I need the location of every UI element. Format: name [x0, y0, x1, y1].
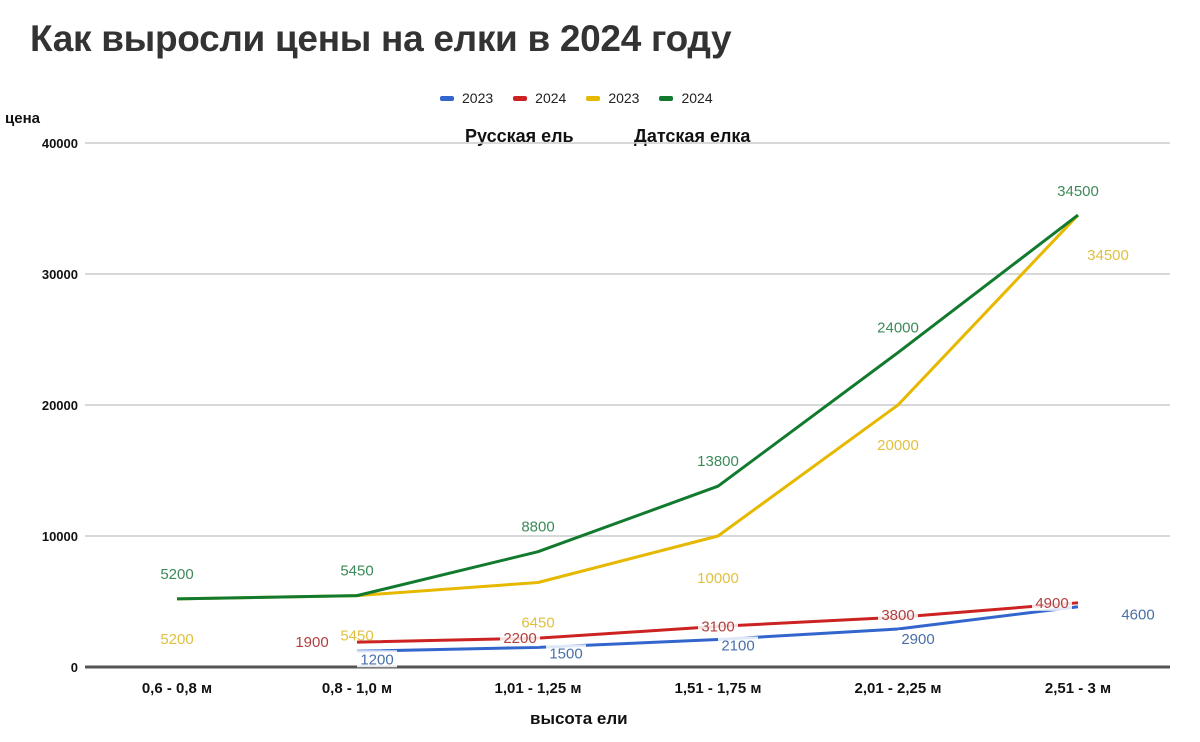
- legend: 2023 2024 2023 2024: [440, 90, 713, 106]
- data-label: 34500: [1087, 247, 1129, 264]
- data-label: 2200: [503, 630, 536, 647]
- subtitle-danish-fir: Датская елка: [634, 126, 751, 146]
- series-line[interactable]: [176, 213, 1079, 601]
- y-tick-label: 20000: [42, 398, 78, 413]
- data-label: 20000: [877, 437, 919, 454]
- data-label: 5200: [160, 566, 193, 583]
- data-label: 1500: [549, 645, 582, 662]
- y-tick-label: 0: [71, 660, 78, 675]
- x-tick-label: 1,51 - 1,75 м: [675, 680, 762, 697]
- legend-swatch-red: [513, 95, 528, 101]
- legend-label: 2024: [681, 90, 713, 106]
- series-line[interactable]: [176, 214, 1080, 601]
- y-axis-label: цена: [5, 110, 40, 127]
- legend-swatch-yellow: [586, 95, 601, 101]
- data-label: 4900: [1035, 595, 1068, 612]
- x-tick-label: 0,6 - 0,8 м: [142, 680, 212, 697]
- data-label: 2100: [721, 637, 754, 654]
- data-label: 5450: [340, 628, 373, 645]
- data-label: 10000: [697, 570, 739, 587]
- legend-item-russian-2023[interactable]: 2023: [440, 90, 493, 106]
- y-tick-label: 30000: [42, 267, 78, 282]
- x-tick-label: 2,01 - 2,25 м: [855, 680, 942, 697]
- data-label: 6450: [521, 615, 554, 632]
- data-label: 13800: [697, 453, 739, 470]
- chart-title: Как выросли цены на елки в 2024 году: [30, 18, 732, 59]
- data-label: 34500: [1057, 183, 1099, 200]
- legend-item-danish-2024[interactable]: 2024: [659, 90, 713, 106]
- legend-label: 2024: [535, 90, 567, 106]
- x-tick-label: 0,8 - 1,0 м: [322, 680, 392, 697]
- legend-label: 2023: [608, 90, 640, 106]
- x-tick-label: 1,01 - 1,25 м: [495, 680, 582, 697]
- data-label: 4600: [1121, 607, 1154, 624]
- data-label: 3100: [701, 618, 734, 635]
- data-label: 24000: [877, 320, 919, 337]
- data-label: 2900: [901, 631, 934, 648]
- legend-swatch-blue: [440, 95, 454, 101]
- data-label: 1200: [360, 651, 393, 668]
- subtitle-russian-spruce: Русская ель: [465, 126, 574, 146]
- legend-label: 2023: [462, 90, 494, 106]
- data-label: 5200: [160, 631, 193, 648]
- data-label: 5450: [340, 563, 373, 580]
- legend-item-danish-2023[interactable]: 2023: [586, 90, 639, 106]
- y-tick-label: 10000: [42, 529, 78, 544]
- data-label: 3800: [881, 607, 914, 624]
- data-label: 1900: [295, 634, 328, 651]
- legend-item-russian-2024[interactable]: 2024: [513, 90, 566, 106]
- x-axis-label: высота ели: [530, 709, 628, 728]
- legend-swatch-green: [659, 95, 674, 101]
- y-tick-label: 40000: [42, 136, 78, 151]
- x-tick-label: 2,51 - 3 м: [1045, 680, 1111, 697]
- data-label: 8800: [521, 519, 554, 536]
